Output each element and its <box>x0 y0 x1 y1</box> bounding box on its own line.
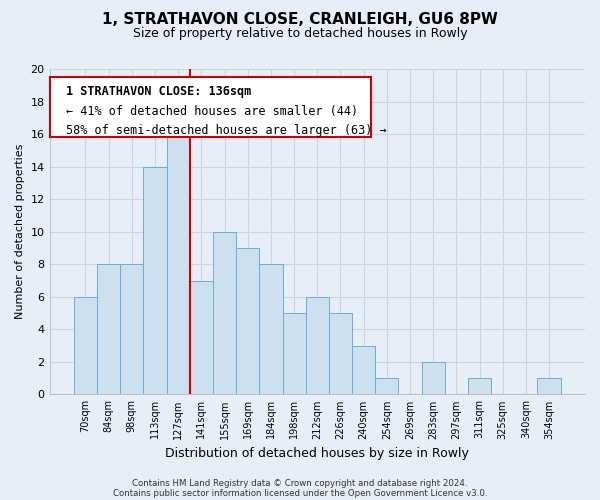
Y-axis label: Number of detached properties: Number of detached properties <box>15 144 25 320</box>
Text: 1, STRATHAVON CLOSE, CRANLEIGH, GU6 8PW: 1, STRATHAVON CLOSE, CRANLEIGH, GU6 8PW <box>102 12 498 28</box>
Bar <box>259 264 283 394</box>
Bar <box>422 362 445 394</box>
Bar <box>538 378 560 394</box>
Bar <box>213 232 236 394</box>
Text: 1 STRATHAVON CLOSE: 136sqm: 1 STRATHAVON CLOSE: 136sqm <box>65 86 251 98</box>
Text: 58% of semi-detached houses are larger (63) →: 58% of semi-detached houses are larger (… <box>65 124 386 138</box>
Bar <box>352 346 375 395</box>
Bar <box>143 166 167 394</box>
Bar <box>305 297 329 394</box>
Text: Contains HM Land Registry data © Crown copyright and database right 2024.: Contains HM Land Registry data © Crown c… <box>132 478 468 488</box>
Bar <box>190 280 213 394</box>
Bar <box>468 378 491 394</box>
Bar <box>74 297 97 394</box>
Bar <box>375 378 398 394</box>
Text: Size of property relative to detached houses in Rowly: Size of property relative to detached ho… <box>133 28 467 40</box>
X-axis label: Distribution of detached houses by size in Rowly: Distribution of detached houses by size … <box>166 447 469 460</box>
Bar <box>236 248 259 394</box>
FancyBboxPatch shape <box>50 77 371 138</box>
Bar <box>329 313 352 394</box>
Bar <box>283 313 305 394</box>
Bar <box>120 264 143 394</box>
Text: Contains public sector information licensed under the Open Government Licence v3: Contains public sector information licen… <box>113 488 487 498</box>
Bar <box>167 134 190 394</box>
Text: ← 41% of detached houses are smaller (44): ← 41% of detached houses are smaller (44… <box>65 105 358 118</box>
Bar <box>97 264 120 394</box>
